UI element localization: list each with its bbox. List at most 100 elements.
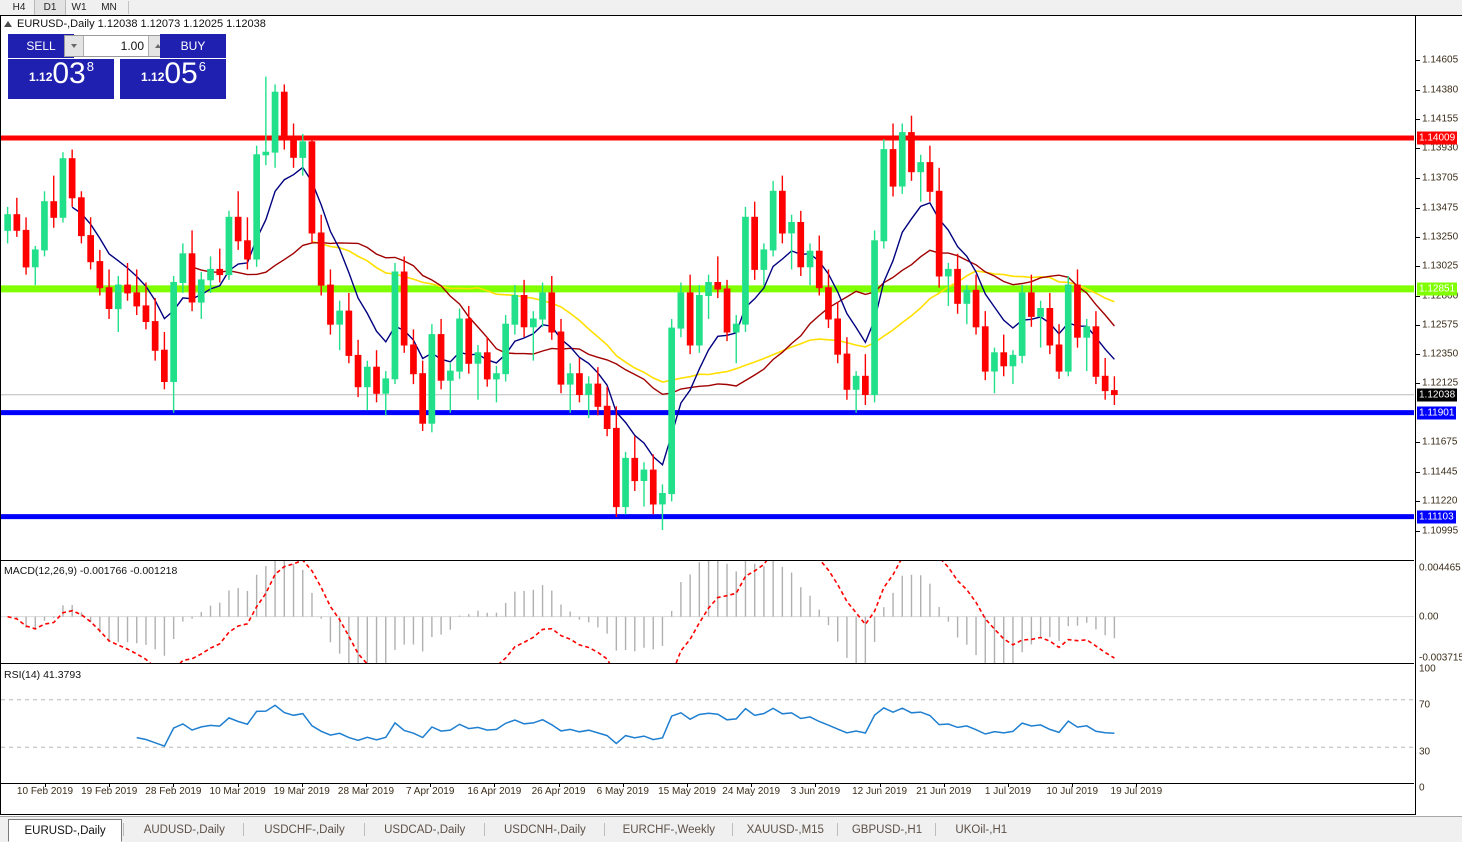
tab-separator (483, 823, 485, 836)
price-tick-label: 1.14380 (1422, 84, 1459, 96)
date-scale[interactable]: 10 Feb 2019 19 Feb 2019 28 Feb 2019 10 Mar … (1, 783, 1414, 799)
candlestick (566, 363, 574, 413)
price-level-badge[interactable]: 1.12038 (1417, 388, 1458, 402)
period-tab-h4[interactable]: H4 (12, 2, 26, 13)
period-tab-d1[interactable]: D1 (34, 0, 66, 15)
buy-button[interactable]: BUY (160, 34, 226, 58)
price-tick (1416, 118, 1420, 120)
rsi-label: RSI(14) 41.3793 (4, 669, 82, 681)
chart-tab-audusddaily[interactable]: AUDUSD-,Daily (143, 823, 225, 836)
rsi-axis-label: 0 (1419, 782, 1425, 794)
candlestick (1028, 274, 1035, 327)
candlestick (354, 339, 362, 398)
price-scale[interactable]: 1.14605 1.14380 1.14155 1.13930 1.13705 1.134… (1415, 16, 1462, 815)
candlestick (991, 347, 998, 394)
price-tick (1416, 236, 1420, 238)
volume-decrease-button[interactable] (65, 36, 84, 56)
candlestick (345, 292, 353, 364)
candlestick (677, 282, 685, 338)
candlestick (1055, 324, 1063, 379)
volume-input[interactable]: 1.00 (120, 39, 144, 53)
sell-button[interactable]: SELL (8, 34, 74, 58)
candlestick (391, 262, 399, 385)
candlestick (87, 217, 95, 270)
price-tick-label: 1.14605 (1422, 54, 1459, 66)
candlestick (613, 406, 620, 518)
period-tab-w1[interactable]: W1 (71, 2, 87, 13)
candlestick (197, 272, 205, 319)
candlestick (917, 154, 924, 202)
candlestick (548, 275, 556, 340)
period-toolbar: H4 D1 W1 MN (0, 0, 1462, 16)
sell-price-fraction: 8 (86, 59, 94, 74)
candlestick (649, 454, 657, 515)
buy-price-button[interactable]: 1.12 05 6 (120, 59, 226, 99)
one-click-top-row: SELL 1.00 BUY (8, 34, 226, 58)
volume-stepper[interactable]: 1.00 (64, 35, 168, 57)
candlestick (926, 145, 934, 202)
price-tick (1416, 177, 1420, 179)
macd-axis-label: 0.00 (1419, 611, 1439, 623)
chart-tab-usdcaddaily[interactable]: USDCAD-,Daily (384, 823, 466, 836)
rsi-chart-svg[interactable] (1, 664, 1414, 783)
date-tick-label: 28 Feb 2019 (145, 786, 202, 797)
candlestick (483, 337, 491, 387)
price-tick-label: 1.13930 (1422, 142, 1459, 154)
candlestick (963, 285, 971, 325)
chart-tab-usdchfdaily[interactable]: USDCHF-,Daily (264, 823, 345, 836)
macd-chart-svg[interactable] (1, 561, 1414, 663)
price-tick (1416, 207, 1420, 209)
date-tick-label: 10 Feb 2019 (16, 786, 74, 797)
candlestick (972, 274, 980, 335)
rsi-axis-label: 70 (1419, 699, 1431, 711)
candlestick (945, 262, 952, 306)
candlestick (779, 175, 786, 244)
chart-tab-usdcnhdaily[interactable]: USDCNH-,Daily (504, 823, 586, 836)
price-tick (1416, 324, 1420, 326)
price-chart-svg[interactable] (1, 31, 1414, 560)
candlestick (908, 115, 915, 181)
candlestick (364, 360, 371, 411)
chart-tab-gbpusdh1[interactable]: GBPUSD-,H1 (851, 823, 923, 836)
candlestick (815, 235, 823, 296)
chart-tab-eurusddaily[interactable]: EURUSD-,Daily (8, 819, 123, 842)
date-tick-label: 12 Jun 2019 (852, 786, 908, 797)
candlestick (22, 217, 30, 275)
date-tick (879, 784, 881, 787)
candlestick (1046, 292, 1054, 355)
candlestick (1101, 358, 1109, 400)
price-level-badge[interactable]: 1.11901 (1417, 406, 1457, 420)
macd-axis-label: 0.004465 (1419, 562, 1461, 574)
period-tab-mn[interactable]: MN (101, 2, 117, 13)
candlestick (493, 365, 500, 403)
price-level-badge[interactable]: 1.12851 (1417, 282, 1458, 296)
candlestick (114, 275, 122, 332)
rsi-axis-label: 30 (1419, 746, 1431, 758)
candlestick (234, 191, 242, 250)
price-tick-label: 1.13475 (1422, 202, 1459, 214)
candlestick (373, 350, 380, 403)
chart-tab-ukoilh1[interactable]: UKOil-,H1 (955, 823, 1008, 836)
price-pane (1, 31, 1414, 560)
candlestick (290, 123, 297, 168)
candlestick (280, 84, 288, 150)
sell-price-button[interactable]: 1.12 03 8 (8, 59, 114, 99)
price-level-badge[interactable]: 1.11103 (1417, 510, 1456, 524)
chart-tab-eurchfweekly[interactable]: EURCHF-,Weekly (622, 823, 716, 836)
date-tick-label: 19 Mar 2019 (273, 786, 330, 797)
candlestick (714, 256, 722, 299)
chart-tab-xauusdm15[interactable]: XAUUSD-,M15 (746, 823, 824, 836)
price-tick-label: 1.11445 (1422, 466, 1458, 478)
candlestick (631, 436, 639, 491)
candlestick (105, 269, 113, 319)
moving-average-line (191, 241, 1115, 396)
macd-label: MACD(12,26,9) -0.001766 -0.001218 (4, 565, 178, 577)
date-tick (109, 784, 111, 787)
price-tick (1416, 472, 1420, 474)
date-tick-label: 19 Jul 2019 (1110, 786, 1163, 797)
candlestick (299, 133, 307, 176)
candlestick (474, 345, 482, 400)
candlestick (216, 248, 224, 283)
candlestick (659, 484, 666, 531)
price-level-badge[interactable]: 1.14009 (1417, 131, 1458, 145)
